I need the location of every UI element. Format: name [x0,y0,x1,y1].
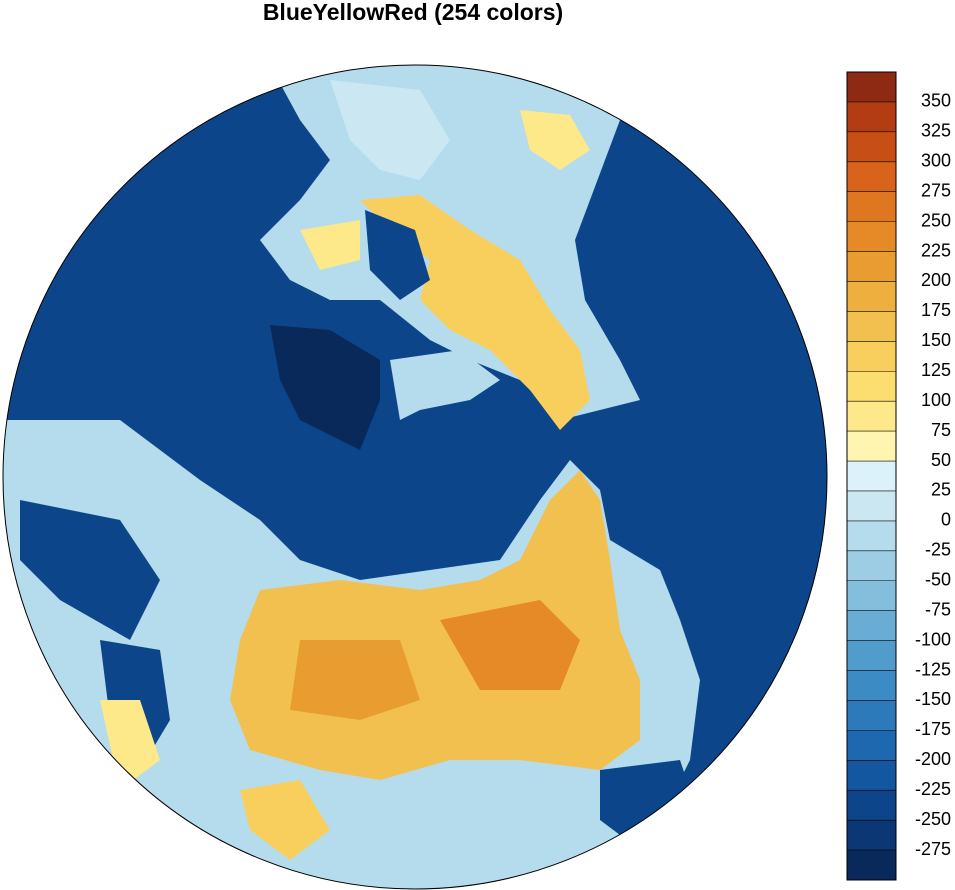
colorbar-label: -50 [925,569,951,589]
colorbar-box [847,490,896,521]
colorbar-box [847,670,896,701]
colorbar-label: 25 [931,480,951,500]
colorbar-box [847,550,896,581]
colorbar-label: 50 [931,450,951,470]
colorbar-label: 300 [921,151,951,171]
colorbar-box [847,371,896,402]
sea [20,500,160,640]
land [290,640,420,720]
land [390,350,500,420]
colorbar-box [847,251,896,282]
colorbar-box [847,580,896,611]
colorbar-label: -75 [925,599,951,619]
colorbar-box [847,730,896,761]
colorbar-box [847,311,896,342]
colorbar-box [847,401,896,432]
land [520,110,590,170]
colorbar-label: 75 [931,420,951,440]
colorbar-label: 250 [921,210,951,230]
colorbar-frame [846,71,897,881]
colorbar-label: -225 [915,779,951,799]
colorbar-label: -200 [915,749,951,769]
colorbar-label: -100 [915,629,951,649]
colorbar-box [847,72,896,102]
colorbar-label: 225 [921,240,951,260]
colorbar-box [847,850,896,880]
colorbar-label: 0 [941,510,951,530]
colorbar-label: 125 [921,360,951,380]
colorbar-label: 200 [921,270,951,290]
colorbar-label: -25 [925,540,951,560]
greenland [270,325,380,450]
map [3,65,827,889]
land [240,780,330,860]
colorbar-label: 100 [921,390,951,410]
colorbar-box [847,221,896,252]
colorbar-label: -125 [915,659,951,679]
colorbar-box [847,760,896,791]
colorbar-box [847,820,896,851]
colorbar-label: -275 [915,839,951,859]
colorbar-box [847,341,896,372]
colorbar-box [847,610,896,641]
colorbar-label: 325 [921,121,951,141]
colorbar-box [847,101,896,132]
colorbar-label: -150 [915,689,951,709]
bay [365,210,430,300]
colorbar-label: 275 [921,180,951,200]
colorbar-box [847,191,896,222]
colorbar-box [847,520,896,551]
land [330,80,450,180]
colorbar-box [847,131,896,162]
colorbar-box [847,790,896,821]
map-border [2,64,828,890]
land [360,195,590,430]
land [300,220,360,270]
colorbar-box [847,461,896,491]
colorbar-label: -250 [915,809,951,829]
title: BlueYellowRed (254 colors) [263,0,563,25]
colorbar-box [847,640,896,671]
colorbar-label: 175 [921,300,951,320]
colorbar-box [847,281,896,312]
colorbar-label: 150 [921,330,951,350]
land [440,600,580,690]
colorbar-box [847,161,896,192]
colorbar-box [847,700,896,731]
colorbar-label: -175 [915,719,951,739]
colorbar-box [847,431,896,462]
colorbar-label: 350 [921,91,951,111]
